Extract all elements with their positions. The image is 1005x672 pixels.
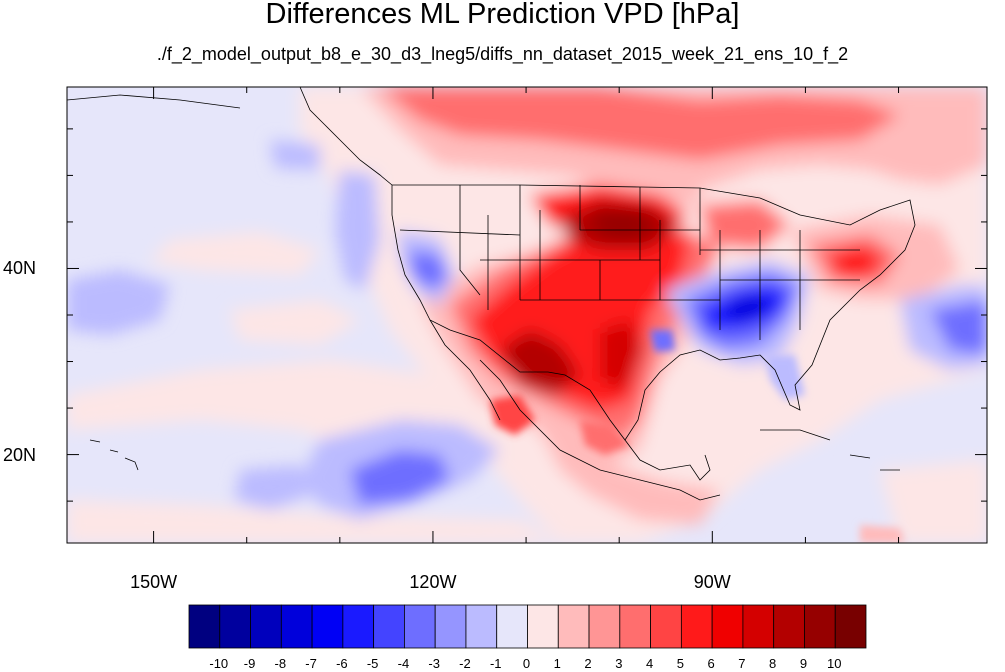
- colorbar-box: [280, 604, 313, 649]
- colorbar-tick-label: -8: [274, 656, 287, 671]
- colorbar-box: [465, 604, 498, 649]
- map-field: [67, 87, 987, 543]
- colorbar-box: [773, 604, 805, 649]
- colorbar-tick-label: -3: [428, 656, 440, 671]
- colorbar-tick-label: 4: [645, 656, 654, 671]
- colorbar-tick-label: -7: [305, 656, 317, 671]
- colorbar-tick-label: -2: [459, 656, 471, 671]
- colorbar-box: [404, 604, 436, 649]
- map-title: Differences ML Prediction VPD [hPa]: [265, 0, 740, 30]
- colorbar-box: [434, 604, 467, 649]
- colorbar-tick-label: 2: [584, 656, 592, 671]
- colorbar-box: [619, 604, 651, 649]
- lat-tick-label: 40N: [3, 258, 37, 279]
- colorbar-box: [650, 604, 682, 649]
- colorbar-tick-label: 7: [738, 656, 746, 671]
- map-subtitle: ./f_2_model_output_b8_e_30_d3_lneg5/diff…: [156, 44, 849, 64]
- colorbar-box: [250, 604, 282, 649]
- colorbar-tick-label: 8: [769, 656, 777, 671]
- field-anomalies: [67, 87, 987, 543]
- colorbar-tick-label: -1: [489, 656, 502, 671]
- axis-ticks: [67, 87, 987, 543]
- colorbar-tick-label: 3: [615, 656, 623, 671]
- colorbar-tick-label: -6: [336, 656, 348, 671]
- colorbar-tick-label: 6: [707, 656, 715, 671]
- field-small-features: [490, 330, 905, 543]
- colorbar: [188, 604, 867, 649]
- colorbar-box: [496, 604, 528, 649]
- colorbar-box: [557, 604, 590, 649]
- colorbar-box: [527, 604, 559, 649]
- colorbar-tick-label: 10: [826, 656, 842, 671]
- colorbar-tick-label: 0: [522, 656, 531, 671]
- colorbar-tick-label: -5: [366, 656, 379, 671]
- colorbar-box: [711, 604, 744, 649]
- colorbar-box: [311, 604, 344, 649]
- political-boundaries: [67, 87, 916, 501]
- colorbar-tick-label: -10: [209, 656, 229, 671]
- colorbar-box: [188, 604, 221, 649]
- colorbar-box: [219, 604, 251, 649]
- colorbar-box: [373, 604, 405, 649]
- lon-tick-label: 150W: [130, 572, 178, 592]
- colorbar-box: [804, 604, 836, 649]
- colorbar-box: [680, 604, 713, 649]
- colorbar-box: [834, 604, 867, 649]
- lon-tick-label: 120W: [409, 572, 457, 592]
- colorbar-tick-label: 1: [553, 656, 561, 671]
- colorbar-tick-label: -9: [243, 656, 256, 671]
- colorbar-tick-label: 5: [676, 656, 684, 671]
- lon-tick-label: 90W: [693, 572, 731, 592]
- colorbar-box: [342, 604, 375, 649]
- colorbar-box: [588, 604, 621, 649]
- colorbar-tick-label: 9: [799, 656, 808, 671]
- colorbar-tick-label: -4: [397, 656, 410, 671]
- lat-tick-label: 20N: [3, 444, 37, 465]
- colorbar-box: [742, 604, 775, 649]
